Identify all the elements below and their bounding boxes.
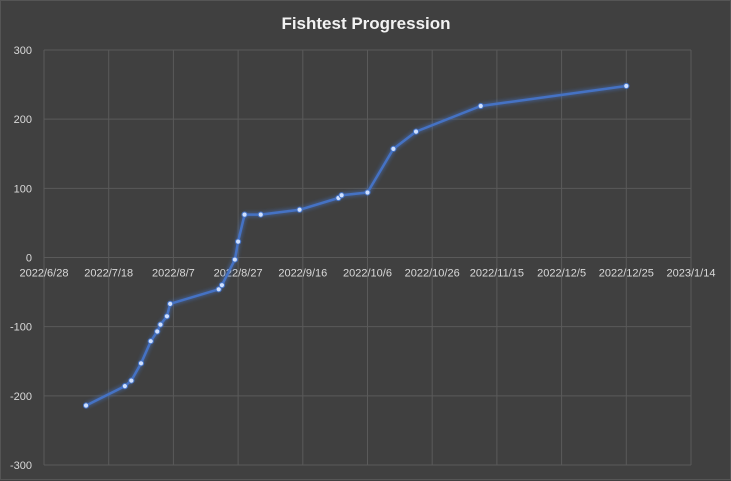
x-tick-label: 2022/9/16: [278, 268, 327, 280]
y-tick-label: -100: [10, 322, 32, 334]
data-point: [257, 211, 264, 218]
x-tick-label: 2022/10/26: [405, 268, 460, 280]
data-point: [121, 383, 128, 390]
y-axis-labels: -300 -200 -100 0 100 200 300: [10, 45, 32, 472]
data-point: [477, 102, 484, 110]
grid-lines: [43, 49, 692, 466]
x-tick-label: 2022/12/25: [599, 268, 654, 280]
x-tick-label: 2022/11/15: [470, 268, 524, 280]
series-line: [85, 84, 627, 407]
data-point: [390, 145, 397, 153]
data-point: [364, 189, 371, 196]
y-tick-label: 200: [14, 114, 32, 126]
series-layer: [82, 82, 630, 409]
data-point: [163, 313, 171, 320]
data-point: [215, 286, 222, 293]
y-tick-label: 0: [26, 253, 32, 265]
data-point: [412, 128, 420, 135]
chart-title: Fishtest Progression: [281, 14, 450, 33]
data-point: [296, 206, 303, 213]
data-point: [231, 256, 238, 263]
x-tick-label: 2022/8/27: [214, 268, 263, 280]
data-point: [218, 282, 226, 289]
data-point: [128, 377, 135, 384]
x-tick-label: 2022/6/28: [20, 268, 69, 280]
y-tick-label: -300: [10, 460, 32, 472]
data-point: [338, 192, 345, 199]
y-tick-label: -200: [10, 391, 32, 403]
data-point: [623, 82, 630, 90]
data-point: [241, 211, 248, 218]
data-point: [147, 338, 154, 345]
data-point: [154, 328, 161, 335]
x-tick-label: 2022/8/7: [152, 268, 195, 280]
x-axis-labels: 2022/6/28 2022/7/18 2022/8/7 2022/8/27 2022/…: [20, 268, 716, 280]
x-tick-label: 2022/10/6: [343, 268, 392, 280]
x-tick-label: 2023/1/14: [667, 268, 716, 280]
y-tick-label: 100: [14, 183, 32, 195]
data-point: [157, 321, 164, 328]
x-tick-label: 2022/12/5: [537, 268, 586, 280]
y-tick-label: 300: [14, 45, 32, 57]
data-point: [137, 360, 145, 367]
x-tick-label: 2022/7/18: [84, 268, 133, 280]
data-point: [167, 300, 174, 307]
data-point: [82, 402, 90, 409]
data-point: [235, 238, 242, 245]
